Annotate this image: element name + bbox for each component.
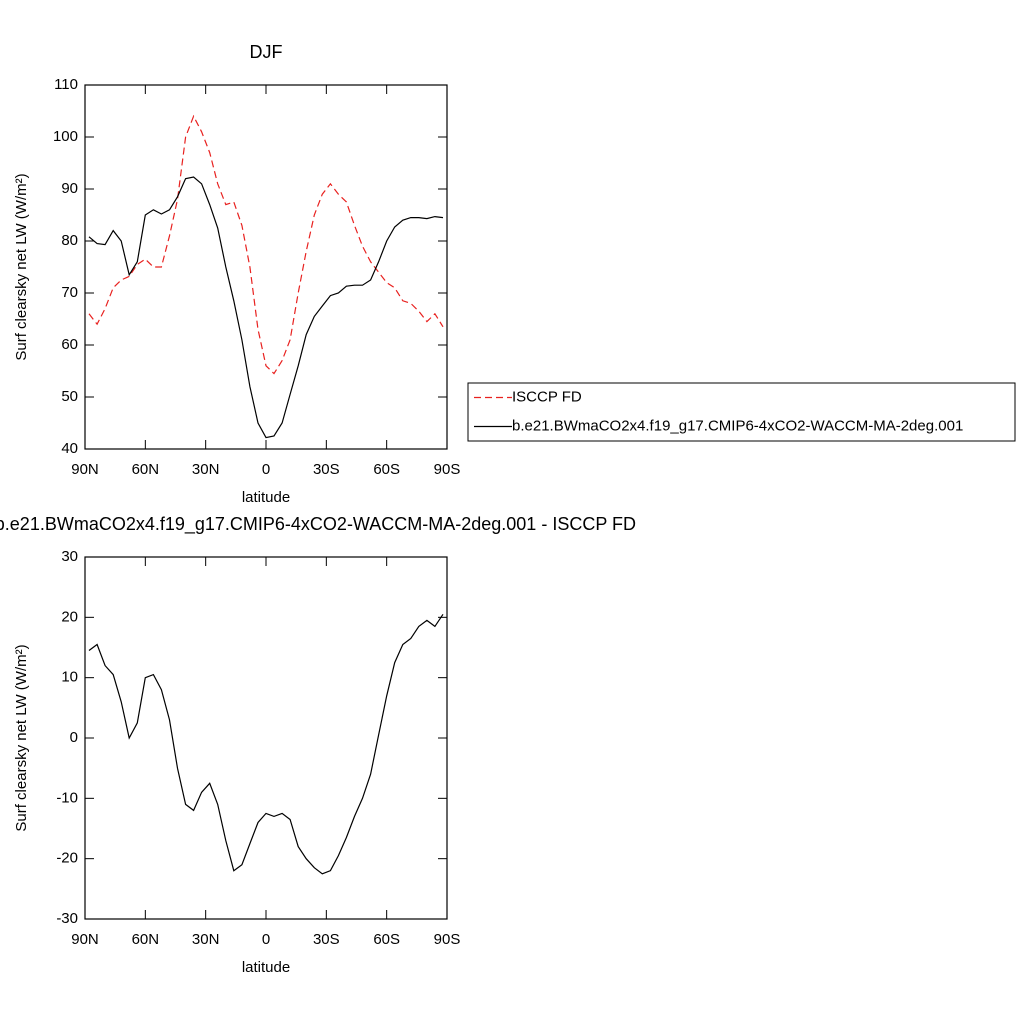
y-tick-label: -20	[56, 850, 78, 867]
y-axis-label: Surf clearsky net LW (W/m²)	[13, 644, 30, 831]
plot-frame	[84, 556, 448, 920]
x-tick-label: 30N	[192, 461, 220, 478]
x-tick-label: 90S	[434, 461, 461, 478]
y-tick-label: 110	[54, 76, 78, 93]
y-tick-label: 90	[61, 180, 78, 197]
x-tick-label: 30S	[313, 461, 340, 478]
x-tick-label: 90S	[434, 931, 461, 948]
y-tick-label: 10	[61, 669, 78, 686]
y-tick-label: 50	[61, 388, 78, 405]
x-tick-label: 0	[262, 931, 270, 948]
y-tick-label: 0	[70, 729, 78, 746]
y-tick-label: 80	[61, 232, 78, 249]
y-axis-label: Surf clearsky net LW (W/m²)	[13, 173, 30, 360]
y-tick-label: 70	[61, 284, 78, 301]
x-tick-label: 60S	[373, 931, 400, 948]
y-tick-label: 60	[61, 336, 78, 353]
legend-label: ISCCP FD	[512, 388, 582, 405]
x-axis-label: latitude	[242, 489, 290, 506]
legend-label: b.e21.BWmaCO2x4.f19_g17.CMIP6-4xCO2-WACC…	[512, 417, 963, 434]
data-line	[88, 176, 444, 439]
y-tick-label: 100	[53, 128, 78, 145]
chart-title: b.e21.BWmaCO2x4.f19_g17.CMIP6-4xCO2-WACC…	[0, 514, 636, 535]
y-tick-label: -30	[56, 910, 78, 927]
plot-frame	[84, 84, 448, 450]
x-axis-label: latitude	[242, 959, 290, 976]
x-tick-label: 30S	[313, 931, 340, 948]
x-tick-label: 60N	[132, 931, 160, 948]
data-line	[88, 613, 444, 875]
x-tick-label: 90N	[71, 461, 99, 478]
x-tick-label: 60S	[373, 461, 400, 478]
x-tick-label: 30N	[192, 931, 220, 948]
x-tick-label: 0	[262, 461, 270, 478]
x-tick-label: 60N	[132, 461, 160, 478]
x-tick-label: 90N	[71, 931, 99, 948]
y-tick-label: 20	[61, 608, 78, 625]
chart-title: DJF	[250, 42, 283, 62]
data-line	[88, 114, 444, 375]
y-tick-label: 40	[61, 440, 78, 457]
y-tick-label: 30	[61, 548, 78, 565]
y-tick-label: -10	[56, 789, 78, 806]
legend-box	[467, 382, 1016, 442]
